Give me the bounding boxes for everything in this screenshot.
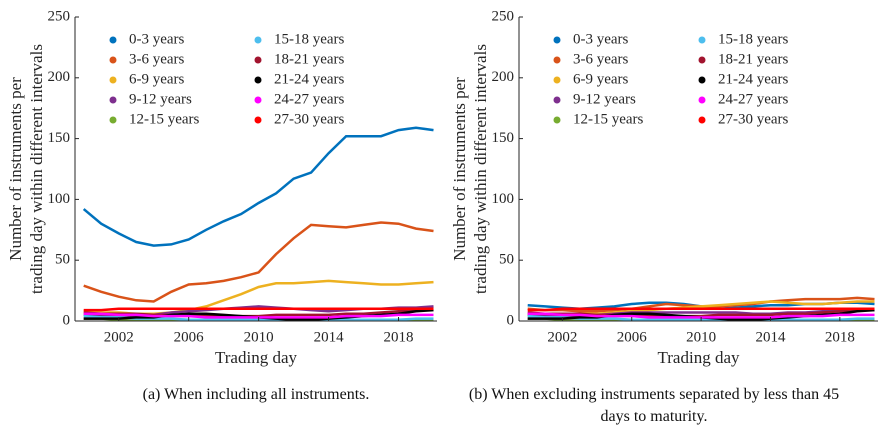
- y-tick-label: 100: [48, 191, 71, 207]
- legend-label: 0-3 years: [573, 31, 629, 47]
- legend-marker: [553, 96, 561, 104]
- legend-label: 6-9 years: [129, 71, 185, 87]
- series-line: [527, 307, 875, 312]
- legend-marker: [254, 96, 262, 104]
- legend-label: 15-18 years: [274, 31, 345, 47]
- legend-label: 3-6 years: [573, 51, 629, 67]
- series-line: [83, 307, 434, 312]
- legend-label: 0-3 years: [129, 31, 185, 47]
- legend-label: 3-6 years: [129, 51, 185, 67]
- y-tick-label: 200: [492, 69, 515, 85]
- x-tick-label: 2006: [174, 329, 205, 345]
- x-tick-label: 2018: [384, 329, 414, 345]
- caption: (a) When including all instruments.: [142, 386, 370, 403]
- x-tick-label: 2002: [104, 329, 134, 345]
- x-axis-label: Trading day: [657, 348, 740, 367]
- legend-label: 12-15 years: [573, 111, 644, 127]
- y-axis-label: Number of instruments per: [6, 77, 25, 261]
- legend-label: 24-27 years: [274, 91, 345, 107]
- legend-marker: [698, 96, 706, 104]
- legend-marker: [553, 36, 561, 44]
- y-axis-label: trading day within different intervals: [471, 44, 490, 294]
- legend-label: 24-27 years: [718, 91, 789, 107]
- y-tick-label: 100: [492, 191, 515, 207]
- y-tick-label: 250: [492, 8, 515, 24]
- legend-label: 6-9 years: [573, 71, 629, 87]
- legend-label: 15-18 years: [718, 31, 789, 47]
- y-tick-label: 200: [48, 69, 71, 85]
- y-tick-label: 50: [55, 252, 70, 268]
- series-line: [82, 126, 434, 247]
- legend-marker: [109, 116, 117, 124]
- y-tick-label: 250: [48, 8, 71, 24]
- x-tick-label: 2006: [617, 329, 648, 345]
- x-tick-label: 2002: [547, 329, 577, 345]
- legend-marker: [698, 36, 706, 44]
- legend-marker: [109, 56, 117, 64]
- legend-marker: [254, 36, 262, 44]
- legend-marker: [109, 76, 117, 84]
- caption: (b) When excluding instruments separated…: [468, 386, 840, 425]
- legend-label: 27-30 years: [274, 111, 345, 127]
- legend-label: 21-24 years: [718, 71, 789, 87]
- legend-marker: [254, 116, 262, 124]
- y-tick-label: 150: [492, 130, 515, 146]
- x-tick-label: 2014: [314, 329, 345, 345]
- legend-label: 21-24 years: [274, 71, 345, 87]
- legend-marker: [698, 56, 706, 64]
- legend-label: 12-15 years: [129, 111, 200, 127]
- legend-label: 9-12 years: [129, 91, 192, 107]
- legend-marker: [698, 76, 706, 84]
- legend-marker: [109, 36, 117, 44]
- legend-marker: [553, 76, 561, 84]
- legend-marker: [254, 76, 262, 84]
- y-tick-label: 0: [63, 312, 71, 328]
- legend-marker: [553, 116, 561, 124]
- y-tick-label: 50: [499, 252, 514, 268]
- legend-marker: [553, 56, 561, 64]
- y-tick-label: 150: [48, 130, 71, 146]
- x-axis-label: Trading day: [215, 348, 298, 367]
- legend-label: 18-21 years: [718, 51, 789, 67]
- legend-label: 27-30 years: [718, 111, 789, 127]
- legend-label: 18-21 years: [274, 51, 345, 67]
- x-tick-label: 2014: [755, 329, 786, 345]
- y-axis-label: trading day within different intervals: [27, 44, 46, 294]
- y-tick-label: 0: [507, 312, 515, 328]
- y-axis-label: Number of instruments per: [450, 77, 469, 261]
- series-line: [83, 221, 434, 303]
- legend-marker: [254, 56, 262, 64]
- x-tick-label: 2010: [244, 329, 274, 345]
- legend-marker: [109, 96, 117, 104]
- legend-label: 9-12 years: [573, 91, 636, 107]
- x-tick-label: 2018: [825, 329, 855, 345]
- x-tick-label: 2010: [686, 329, 716, 345]
- legend-marker: [698, 116, 706, 124]
